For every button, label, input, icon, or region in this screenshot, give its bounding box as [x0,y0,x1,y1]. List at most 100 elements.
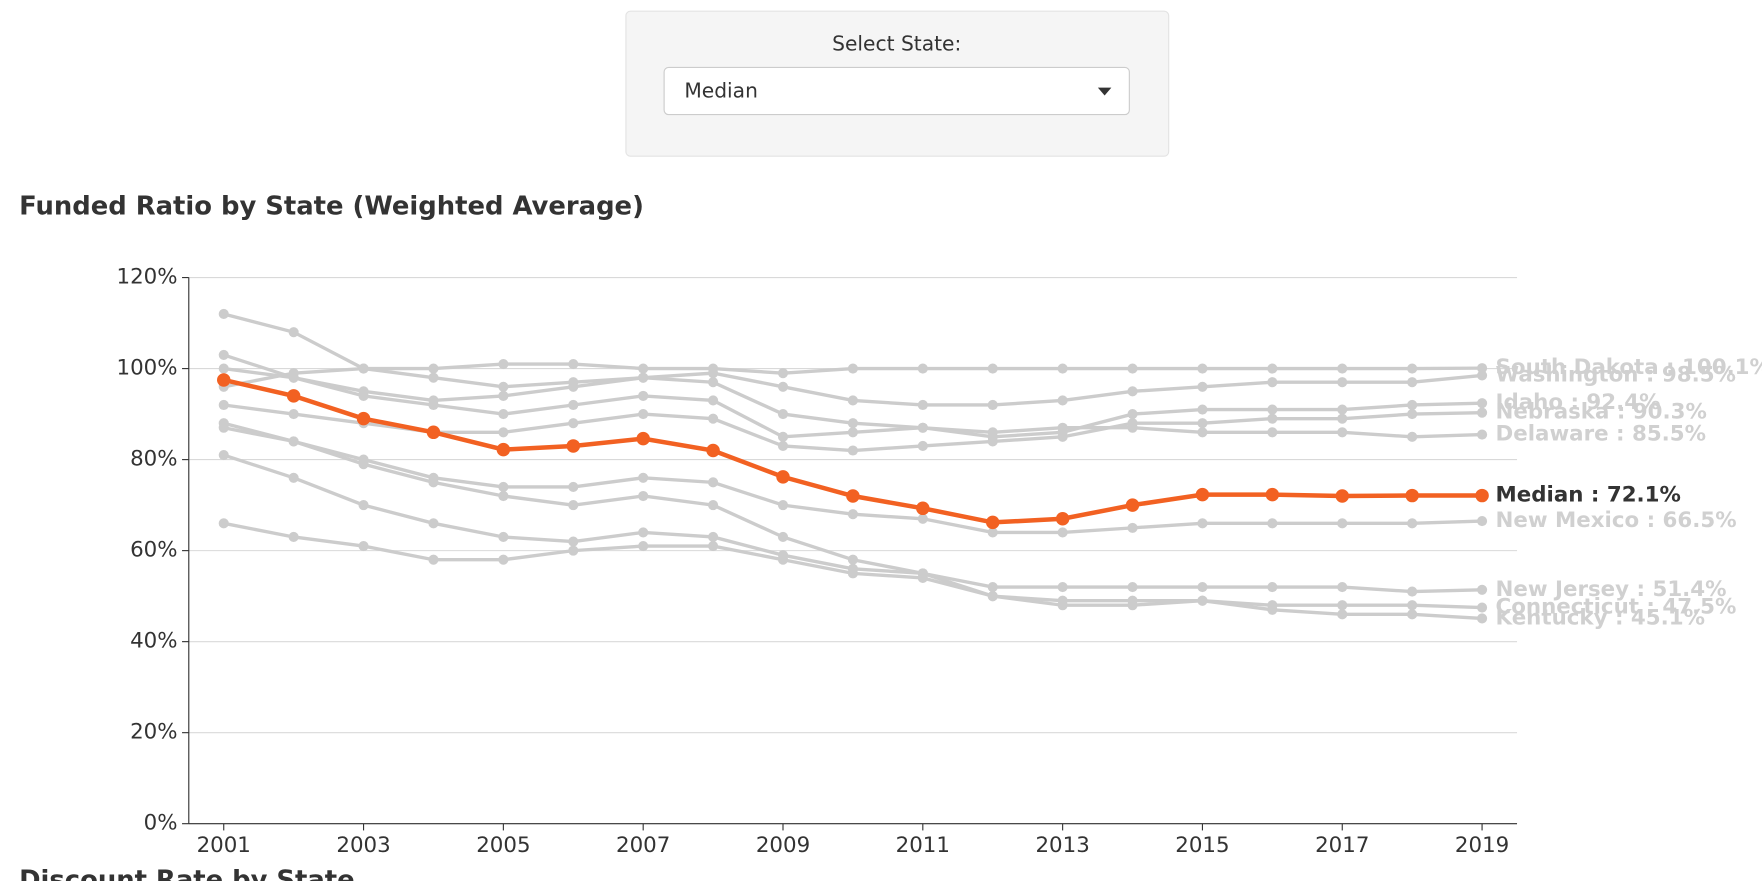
data-point [1197,581,1208,593]
data-point [288,409,299,420]
data-point [1407,363,1418,374]
data-point [1267,518,1278,529]
data-point [917,568,928,579]
data-point [708,395,719,406]
data-point [1267,427,1278,438]
data-point [218,363,229,374]
select-box[interactable] [663,66,1130,116]
data-point [638,372,649,383]
data-point [1267,413,1278,424]
data-point [568,418,579,429]
state-select[interactable]: Median [663,66,1130,116]
data-point [498,390,509,401]
y-tick-label: 60% [130,538,177,563]
end-label: Median : 72.1% [1496,483,1681,508]
data-point [566,439,581,453]
data-point [1477,398,1488,409]
data-point [498,481,509,492]
data-point [428,395,439,406]
x-tick-label: 2019 [1455,833,1509,858]
data-point [498,427,509,438]
data-point [777,431,789,442]
data-point [847,554,858,565]
data-point [428,554,439,565]
data-point [428,363,439,374]
data-point [985,515,1000,530]
data-point [1057,431,1068,442]
data-point [288,327,299,338]
data-point [917,440,928,452]
data-point [216,373,231,387]
data-point [1335,489,1350,503]
data-point [1127,600,1138,611]
data-point [847,363,858,374]
data-point [288,531,299,543]
data-point [286,389,301,403]
y-tick-label: 120% [117,265,178,290]
data-point [358,386,369,397]
data-point [636,431,650,446]
end-label: New Jersey : 51.4% [1496,577,1727,602]
data-point [846,489,860,503]
chart-title: Funded Ratio by State (Weighted Average) [19,191,644,221]
data-point [847,445,858,456]
data-point [1197,595,1208,606]
data-point [218,399,229,411]
x-tick-label: 2015 [1175,833,1229,858]
data-point [987,427,998,438]
data-point [1055,512,1070,526]
data-point [1407,518,1418,529]
data-point [1337,609,1348,620]
data-point [1057,581,1068,593]
data-point [358,541,369,552]
data-point [917,363,928,374]
data-point [1337,363,1348,374]
y-tick-label: 80% [130,447,177,472]
data-point [358,500,369,511]
data-point [1407,600,1418,611]
data-point [777,440,789,452]
data-point [1407,377,1418,388]
x-tick-label: 2009 [756,833,810,858]
data-point [638,409,649,420]
data-point [1337,518,1348,529]
data-point [1127,409,1138,420]
end-label: Nebraska : 90.3% [1496,400,1707,425]
data-point [218,349,229,360]
data-point [777,381,789,392]
x-tick-label: 2007 [616,833,670,858]
data-point [1265,487,1280,502]
y-tick-label: 100% [117,356,178,381]
data-point [498,409,509,420]
data-point [706,443,720,458]
data-point [847,427,858,438]
data-point [1337,377,1348,388]
select-value[interactable]: Median [684,79,758,103]
data-point [568,536,579,547]
data-point [1267,404,1278,415]
data-point [1407,431,1418,442]
data-point [1197,518,1208,529]
data-point [1337,427,1348,438]
data-point [1057,422,1068,433]
data-point [1475,488,1489,503]
data-point [917,513,928,524]
data-point [1337,413,1348,424]
data-point [1127,522,1138,533]
data-point [218,518,229,529]
data-point [1477,584,1488,595]
data-point [1337,600,1348,611]
data-point [1267,581,1278,593]
data-point [498,358,509,370]
data-point [1267,363,1278,374]
data-point [638,390,649,401]
data-point [1407,409,1418,420]
data-point [638,527,649,538]
data-point [1407,586,1418,597]
data-point [428,372,439,383]
select-caret[interactable] [1097,87,1112,96]
data-point [568,381,579,392]
data-point [1477,370,1488,381]
x-tick-label: 2003 [336,833,390,858]
